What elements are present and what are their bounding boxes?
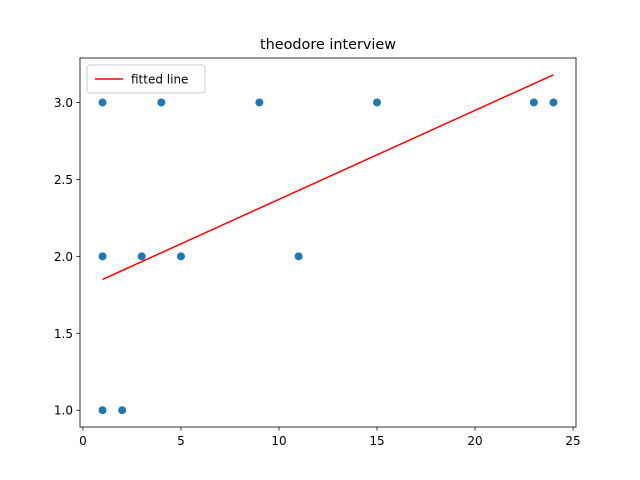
point xyxy=(294,252,303,261)
point xyxy=(176,252,185,261)
y-tick-label: 1.0 xyxy=(54,404,73,418)
point xyxy=(255,98,264,107)
fitted-line xyxy=(102,74,554,281)
point xyxy=(118,406,127,415)
y-tick-label: 1.5 xyxy=(54,327,73,341)
point xyxy=(373,98,382,107)
y-tick-label: 2.0 xyxy=(54,250,73,264)
legend-box xyxy=(86,64,206,94)
y-tick-label: 2.5 xyxy=(54,173,73,187)
x-tick-label: 25 xyxy=(565,434,580,448)
y-tick-label: 3.0 xyxy=(54,96,73,110)
point xyxy=(157,98,166,107)
point xyxy=(98,98,107,107)
x-tick-label: 20 xyxy=(467,434,482,448)
chart-title: theodore interview xyxy=(260,37,396,53)
point xyxy=(137,252,146,261)
x-tick-label: 5 xyxy=(177,434,185,448)
axes-frame xyxy=(79,57,577,428)
point xyxy=(549,98,558,107)
x-tick-label: 0 xyxy=(79,434,87,448)
legend-label: fitted line xyxy=(131,73,188,87)
x-tick-label: 15 xyxy=(369,434,384,448)
point xyxy=(98,252,107,261)
point xyxy=(529,98,538,107)
x-tick-label: 10 xyxy=(271,434,286,448)
point xyxy=(98,406,107,415)
